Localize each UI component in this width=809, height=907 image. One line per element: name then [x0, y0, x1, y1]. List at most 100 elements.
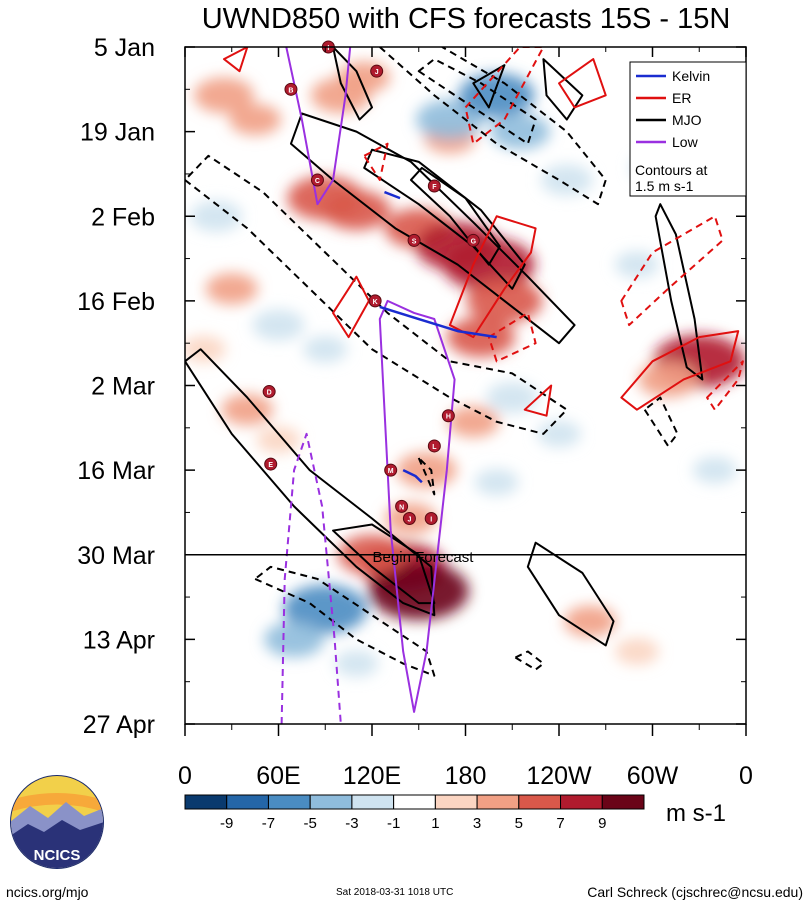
anomaly-blob-5 — [256, 426, 301, 454]
storm-dot-14 — [402, 511, 416, 525]
ncics-logo: NCICS — [10, 775, 104, 869]
y-tick-label-7: 13 Apr — [83, 626, 155, 654]
contour-low-pos-28 — [285, 47, 352, 206]
anomaly-blob-4 — [221, 394, 274, 426]
colorbar-tick-label-9: 9 — [598, 815, 606, 832]
y-tick-label-8: 27 Apr — [83, 711, 155, 739]
storm-marker-9: H — [441, 409, 455, 423]
y-tick-label-6: 30 Mar — [77, 542, 155, 570]
x-tick-label-2: 120E — [343, 762, 401, 790]
contour-mjo-pos-8 — [542, 58, 584, 121]
anomaly-blob-33 — [486, 381, 539, 414]
storm-dot-7 — [368, 294, 382, 308]
storm-label-6: G — [471, 238, 477, 245]
contour-er-neg-25 — [487, 311, 537, 363]
storm-dot-13 — [395, 499, 409, 513]
y-tick-label-5: 16 Mar — [77, 457, 155, 485]
storm-label-7: K — [373, 299, 378, 306]
storm-label-9: H — [446, 414, 451, 421]
contour-kelvin-pos-33 — [384, 190, 401, 200]
colorbar-swatch-4 — [351, 794, 395, 810]
storm-marker-12: M — [384, 463, 398, 477]
contour-mjo-pos-2 — [409, 166, 501, 266]
storm-dot-8 — [262, 385, 276, 399]
colorbar-swatch-8 — [518, 794, 562, 810]
colorbar-tick-label-5: 1 — [431, 815, 439, 832]
contour-mjo-pos-6 — [654, 203, 704, 381]
contour-er-neg-26 — [706, 360, 744, 411]
chart-title: UWND850 with CFS forecasts 15S - 15N — [202, 3, 731, 35]
colorbar: -9 -7 -5 -3 -1 1 3 5 7 9 — [184, 794, 645, 832]
colorbar-tick-label-7: 5 — [515, 815, 523, 832]
storm-label-15: I — [430, 516, 432, 523]
begin-forecast-label: Begin Forecast — [373, 549, 475, 566]
legend-label-low: Low — [672, 134, 699, 150]
anomaly-blob-32 — [303, 335, 348, 363]
storm-label-0: I — [327, 45, 329, 52]
storm-marker-13: N — [395, 499, 409, 513]
x-tick-label-6: 0 — [739, 762, 753, 790]
contour-er-neg-23 — [464, 47, 545, 145]
storm-marker-1: J — [370, 64, 384, 78]
contour-kelvin-pos-31 — [379, 305, 497, 339]
anomaly-blob-2 — [205, 273, 258, 305]
y-tick-label-0: 5 Jan — [94, 34, 155, 62]
footer-timestamp: Sat 2018-03-31 1018 UTC — [336, 887, 454, 898]
storm-label-13: N — [399, 504, 404, 511]
legend: Kelvin ER MJO Low Contours at 1.5 m s-1 — [629, 61, 747, 197]
storm-marker-8: D — [262, 385, 276, 399]
contour-low-neg-30 — [280, 432, 342, 724]
colorbar-tick-label-0: -9 — [220, 815, 233, 832]
anomaly-blob-28 — [490, 113, 551, 150]
anomaly-blob-9 — [322, 190, 391, 231]
footer-author[interactable]: Carl Schreck (cjschrec@ncsu.edu) — [587, 884, 803, 900]
storm-marker-7: K — [368, 294, 382, 308]
contour-mjo-pos-0 — [289, 112, 576, 345]
storm-dot-6 — [466, 233, 480, 247]
y-tick-label-4: 2 Mar — [91, 373, 155, 401]
colorbar-tick-label-4: -1 — [387, 815, 400, 832]
logo-mountain-near — [11, 820, 103, 868]
anomaly-blob-22 — [564, 605, 617, 637]
contour-mjo-pos-1 — [363, 148, 526, 290]
anomaly-blob-0 — [193, 77, 254, 114]
contour-mjo-neg-10 — [185, 154, 568, 435]
contour-er-neg-24 — [620, 215, 724, 327]
anomaly-blob-18 — [368, 562, 469, 620]
anomaly-blob-31 — [252, 309, 305, 341]
contour-mjo-pos-4 — [332, 523, 436, 605]
anomaly-blob-34 — [537, 420, 581, 448]
contour-mjo-neg-15 — [514, 650, 545, 671]
anomaly-blob-40 — [692, 456, 737, 484]
anomaly-blob-3 — [185, 335, 226, 363]
storm-dot-1 — [370, 64, 384, 78]
contour-er-pos-20 — [620, 330, 740, 411]
anomaly-blob-23 — [614, 638, 659, 665]
colorbar-swatch-2 — [267, 794, 311, 810]
x-tick-label-5: 60W — [627, 762, 679, 790]
storm-dot-5 — [407, 233, 421, 247]
storm-dot-10 — [427, 439, 441, 453]
contour-er-pos-21 — [523, 384, 553, 417]
anomaly-blob-35 — [614, 251, 659, 279]
contour-er-pos-17 — [558, 58, 607, 109]
storm-dot-15 — [424, 511, 438, 525]
anomaly-blob-30 — [190, 200, 243, 232]
storm-marker-4: F — [427, 179, 441, 193]
footer-url[interactable]: ncics.org/mjo — [6, 884, 89, 900]
y-axis: 5 Jan 19 Jan 2 Feb 16 Feb 2 Mar 16 Mar 30 Mar 1… — [77, 34, 746, 739]
storm-dot-4 — [427, 179, 441, 193]
contour-mjo-pos-9 — [472, 64, 506, 109]
storm-label-5: S — [412, 238, 417, 245]
legend-note-line1: Contours at — [635, 162, 707, 178]
colorbar-swatch-9 — [560, 794, 603, 810]
colorbar-swatch-6 — [434, 794, 478, 810]
storm-marker-15: I — [424, 511, 438, 525]
contour-mjo-neg-11 — [379, 47, 607, 206]
storm-label-4: F — [432, 184, 437, 191]
storm-marker-2: B — [284, 82, 298, 96]
contour-low-pos-29 — [378, 299, 456, 713]
logo-sun-band — [11, 793, 103, 812]
anomaly-blob-14 — [447, 317, 516, 358]
